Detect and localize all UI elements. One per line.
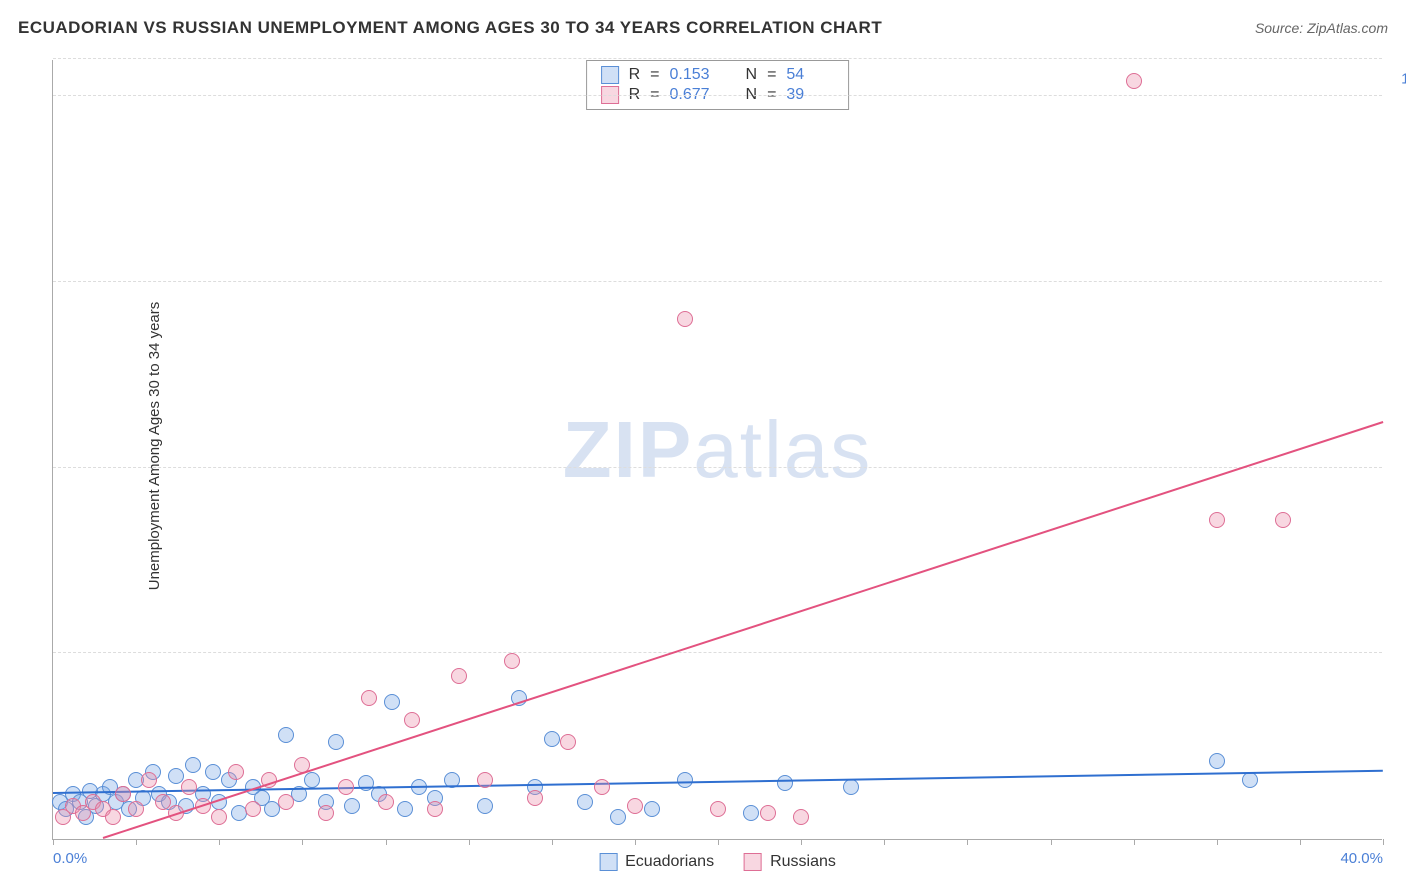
data-point	[1126, 73, 1142, 89]
y-tick-label: 75.0%	[1392, 256, 1406, 273]
x-tick-label: 0.0%	[53, 850, 87, 867]
legend-swatch-russians	[744, 853, 762, 871]
data-point	[278, 727, 294, 743]
x-tick	[302, 839, 303, 845]
data-point	[710, 801, 726, 817]
data-point	[677, 772, 693, 788]
data-point	[181, 779, 197, 795]
x-tick	[1051, 839, 1052, 845]
x-tick	[53, 839, 54, 845]
x-tick	[219, 839, 220, 845]
stats-box: R = 0.153 N = 54 R = 0.677 N = 39	[586, 60, 850, 110]
x-tick	[469, 839, 470, 845]
data-point	[338, 779, 354, 795]
data-point	[185, 757, 201, 773]
x-tick-label: 40.0%	[1340, 850, 1383, 867]
data-point	[477, 798, 493, 814]
data-point	[644, 801, 660, 817]
data-point	[610, 809, 626, 825]
watermark: ZIPatlas	[563, 404, 872, 496]
x-tick	[1300, 839, 1301, 845]
data-point	[378, 794, 394, 810]
data-point	[743, 805, 759, 821]
x-tick	[136, 839, 137, 845]
data-point	[168, 768, 184, 784]
x-tick	[718, 839, 719, 845]
data-point	[793, 809, 809, 825]
data-point	[358, 775, 374, 791]
data-point	[560, 734, 576, 750]
y-tick-label: 50.0%	[1392, 442, 1406, 459]
header: ECUADORIAN VS RUSSIAN UNEMPLOYMENT AMONG…	[18, 18, 1388, 38]
gridline-h	[53, 467, 1382, 468]
trend-line	[103, 421, 1384, 839]
data-point	[594, 779, 610, 795]
data-point	[577, 794, 593, 810]
data-point	[344, 798, 360, 814]
x-tick	[884, 839, 885, 845]
y-tick-label: 25.0%	[1392, 628, 1406, 645]
x-tick	[1217, 839, 1218, 845]
data-point	[504, 653, 520, 669]
gridline-h	[53, 58, 1382, 59]
data-point	[677, 311, 693, 327]
data-point	[128, 801, 144, 817]
data-point	[228, 764, 244, 780]
gridline-h	[53, 95, 1382, 96]
data-point	[361, 690, 377, 706]
swatch-ecuadorians	[601, 66, 619, 84]
x-tick	[552, 839, 553, 845]
data-point	[777, 775, 793, 791]
plot-area: ZIPatlas R = 0.153 N = 54 R = 0.677 N = …	[52, 60, 1382, 840]
data-point	[245, 801, 261, 817]
data-point	[318, 805, 334, 821]
data-point	[304, 772, 320, 788]
data-point	[427, 801, 443, 817]
data-point	[115, 786, 131, 802]
data-point	[843, 779, 859, 795]
x-tick	[967, 839, 968, 845]
x-tick	[1383, 839, 1384, 845]
y-tick-label: 100.0%	[1392, 71, 1406, 88]
data-point	[105, 809, 121, 825]
data-point	[451, 668, 467, 684]
data-point	[1275, 512, 1291, 528]
legend-swatch-ecuadorians	[599, 853, 617, 871]
x-tick	[635, 839, 636, 845]
data-point	[544, 731, 560, 747]
data-point	[477, 772, 493, 788]
gridline-h	[53, 281, 1382, 282]
data-point	[1209, 512, 1225, 528]
legend-item-ecuadorians: Ecuadorians	[599, 853, 714, 871]
stats-row-ecuadorians: R = 0.153 N = 54	[601, 65, 835, 85]
data-point	[205, 764, 221, 780]
legend-item-russians: Russians	[744, 853, 836, 871]
data-point	[278, 794, 294, 810]
data-point	[384, 694, 400, 710]
source-label: Source: ZipAtlas.com	[1255, 20, 1388, 36]
x-tick	[386, 839, 387, 845]
data-point	[627, 798, 643, 814]
data-point	[527, 790, 543, 806]
data-point	[328, 734, 344, 750]
data-point	[211, 809, 227, 825]
chart-title: ECUADORIAN VS RUSSIAN UNEMPLOYMENT AMONG…	[18, 18, 882, 38]
data-point	[404, 712, 420, 728]
data-point	[397, 801, 413, 817]
data-point	[760, 805, 776, 821]
x-tick	[1134, 839, 1135, 845]
bottom-legend: Ecuadorians Russians	[599, 853, 836, 871]
data-point	[155, 794, 171, 810]
x-tick	[801, 839, 802, 845]
data-point	[1209, 753, 1225, 769]
gridline-h	[53, 652, 1382, 653]
data-point	[141, 772, 157, 788]
